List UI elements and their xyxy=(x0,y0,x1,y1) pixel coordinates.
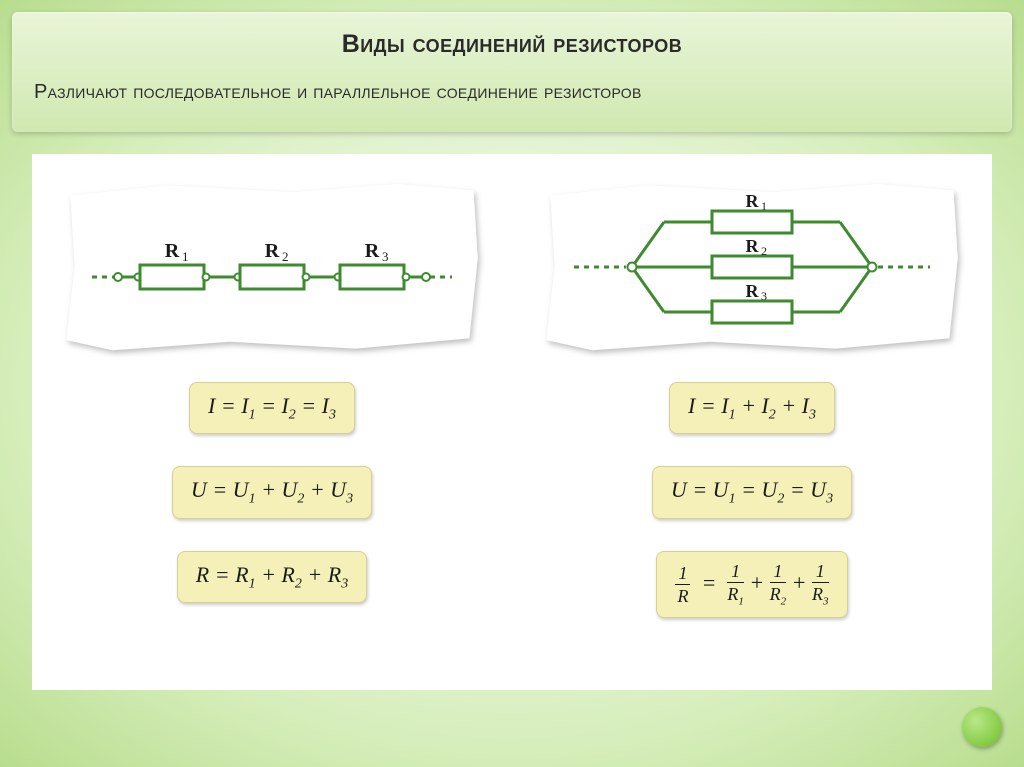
parallel-column: R1R2R3 I = I1 + I2 + I3 U = U1 = U2 = U3… xyxy=(532,182,972,650)
page-subtitle: Различают последовательное и параллельно… xyxy=(34,81,990,104)
parallel-paper: R1R2R3 xyxy=(542,182,962,352)
series-formula-resistance: R = R1 + R2 + R3 xyxy=(177,551,367,603)
f-text: I = I1 + I2 + I3 xyxy=(688,393,816,418)
svg-text:R: R xyxy=(365,240,380,262)
content-panel: R1R2R3 I = I1 = I2 = I3 U = U1 + U2 + U3… xyxy=(32,154,992,690)
series-paper: R1R2R3 xyxy=(62,182,482,352)
svg-text:R: R xyxy=(265,240,280,262)
series-column: R1R2R3 I = I1 = I2 = I3 U = U1 + U2 + U3… xyxy=(52,182,492,650)
page-title: Виды соединений резисторов xyxy=(34,30,990,59)
parallel-diagram-wrap: R1R2R3 xyxy=(542,182,962,352)
parallel-circuit-svg: R1R2R3 xyxy=(562,192,942,342)
columns: R1R2R3 I = I1 = I2 = I3 U = U1 + U2 + U3… xyxy=(52,182,972,650)
svg-text:R: R xyxy=(165,240,180,262)
series-circuit-svg: R1R2R3 xyxy=(82,212,462,322)
svg-text:1: 1 xyxy=(182,249,189,264)
f-text: I = I1 = I2 = I3 xyxy=(208,393,336,418)
corner-dot-icon xyxy=(962,707,1002,747)
svg-text:R: R xyxy=(746,236,760,256)
svg-text:R: R xyxy=(746,192,760,211)
parallel-formula-voltage: U = U1 = U2 = U3 xyxy=(652,466,852,518)
f-text: 1R = 1R1 + 1R2 + 1R3 xyxy=(675,570,828,595)
svg-text:2: 2 xyxy=(761,244,767,258)
svg-text:R: R xyxy=(746,281,760,301)
f-text: U = U1 = U2 = U3 xyxy=(671,477,833,502)
f-text: R = R1 + R2 + R3 xyxy=(196,562,348,587)
series-formula-current: I = I1 = I2 = I3 xyxy=(189,382,355,434)
svg-text:1: 1 xyxy=(761,199,767,213)
series-formula-voltage: U = U1 + U2 + U3 xyxy=(172,466,372,518)
parallel-formula-resistance: 1R = 1R1 + 1R2 + 1R3 xyxy=(656,551,847,619)
f-text: U = U1 + U2 + U3 xyxy=(191,477,353,502)
svg-text:3: 3 xyxy=(761,289,767,303)
svg-text:2: 2 xyxy=(282,249,289,264)
series-diagram-wrap: R1R2R3 xyxy=(62,182,482,352)
parallel-formula-current: I = I1 + I2 + I3 xyxy=(669,382,835,434)
svg-text:3: 3 xyxy=(382,249,389,264)
header-panel: Виды соединений резисторов Различают пос… xyxy=(12,12,1012,132)
